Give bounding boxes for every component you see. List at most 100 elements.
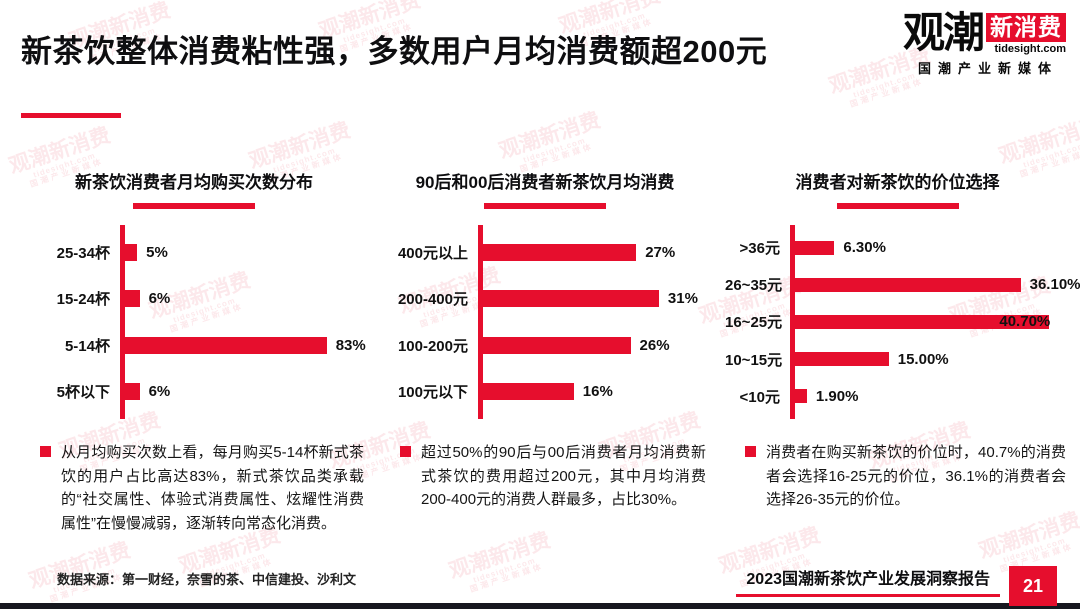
category-label: 400元以上 bbox=[397, 244, 468, 262]
bar-track: 6.30% bbox=[795, 239, 1070, 256]
bar-row: 400元以上 27% bbox=[380, 242, 710, 263]
bar-row: 26~35元 36.10% bbox=[725, 274, 1080, 295]
bar bbox=[795, 277, 1021, 292]
category-label: 5杯以下 bbox=[56, 384, 110, 402]
value-label: 16% bbox=[582, 383, 613, 401]
logo-right-block: 新消费 tidesight.com bbox=[986, 13, 1066, 55]
category-label: 16~25元 bbox=[725, 314, 783, 332]
value-label: 6.30% bbox=[843, 239, 886, 257]
title-accent-bar bbox=[21, 113, 121, 118]
chart-title-underline bbox=[484, 203, 606, 209]
note-bullet-icon bbox=[400, 446, 411, 457]
category-label: 5-14杯 bbox=[64, 337, 110, 355]
bar bbox=[483, 383, 574, 401]
chart-title: 新茶饮消费者月均购买次数分布 bbox=[75, 173, 313, 192]
chart-section-monthly-spend: 90后和00后消费者新茶饮月均消费 400元以上 27% 200-400元 31% 10… bbox=[380, 168, 710, 512]
value-label: 26% bbox=[639, 336, 670, 354]
data-source: 数据来源：第一财经，奈雪的茶、中信建投、沙利文 bbox=[57, 572, 357, 587]
value-label: 27% bbox=[645, 243, 676, 261]
chart-title-underline bbox=[133, 203, 255, 209]
charts-row: 新茶饮消费者月均购买次数分布 25-34杯 5% 15-24杯 6% 5-14杯 83% 5… bbox=[20, 168, 1080, 536]
value-label: 31% bbox=[667, 290, 698, 308]
bar-track: 31% bbox=[483, 290, 710, 308]
value-label: 1.90% bbox=[815, 387, 859, 405]
y-axis bbox=[120, 225, 125, 419]
note-bullet-icon bbox=[745, 446, 756, 457]
note-text: 消费者在购买新茶饮的价位时，40.7%的消费者会选择16-25元的价位，36.1… bbox=[766, 444, 1066, 509]
category-label: 200-400元 bbox=[397, 291, 468, 309]
bar-track: 83% bbox=[125, 336, 368, 354]
bar-row: 200-400元 31% bbox=[380, 288, 710, 309]
bar-row: 15-24杯 6% bbox=[20, 288, 368, 309]
bar-row: 25-34杯 5% bbox=[20, 242, 368, 263]
category-label: 15-24杯 bbox=[56, 291, 110, 309]
category-label: 10~15元 bbox=[725, 351, 783, 369]
category-label: 100元以下 bbox=[397, 384, 468, 402]
bar bbox=[795, 389, 807, 404]
bar-track: 6% bbox=[125, 383, 368, 401]
note-text: 从月均购买次数上看，每月购买5-14杯新式茶饮的用户占比高达83%，新式茶饮品类… bbox=[61, 444, 364, 533]
bar-track: 1.90% bbox=[795, 388, 1070, 405]
bar-track: 6% bbox=[125, 290, 368, 308]
category-label: 25-34杯 bbox=[56, 244, 110, 262]
bar-chart: 400元以上 27% 200-400元 31% 100-200元 26% 100元以下 16% bbox=[380, 225, 710, 419]
category-label: 26~35元 bbox=[725, 277, 783, 295]
bar-row: >36元 6.30% bbox=[725, 237, 1070, 258]
note: 消费者在购买新茶饮的价位时，40.7%的消费者会选择16-25元的价位，36.1… bbox=[725, 441, 1070, 512]
bar-track: 40.70% bbox=[795, 313, 1070, 330]
y-axis bbox=[478, 225, 483, 419]
bar-row: <10元 1.90% bbox=[725, 386, 1070, 407]
bar bbox=[483, 290, 659, 308]
bar bbox=[795, 240, 835, 255]
page-number-badge: 21 bbox=[1009, 566, 1057, 606]
chart-section-purchase-frequency: 新茶饮消费者月均购买次数分布 25-34杯 5% 15-24杯 6% 5-14杯 83% 5… bbox=[20, 168, 368, 536]
bar-track: 36.10% bbox=[795, 276, 1080, 293]
bar-track: 5% bbox=[125, 243, 368, 261]
logo-text-xinxiaofei: 新消费 bbox=[986, 13, 1066, 43]
bar-row: 5杯以下 6% bbox=[20, 381, 368, 402]
logo-text-guanchao: 观潮 bbox=[902, 9, 985, 56]
value-label: 83% bbox=[335, 336, 366, 354]
page-title: 新茶饮整体消费粘性强，多数用户月均消费额超200元 bbox=[21, 34, 768, 69]
bar bbox=[125, 290, 140, 308]
logo-domain: tidesight.com bbox=[994, 43, 1066, 56]
value-label: 6% bbox=[148, 383, 171, 401]
bar-track: 15.00% bbox=[795, 351, 1070, 368]
chart-section-price-preference: 消费者对新茶饮的价位选择 >36元 6.30% 26~35元 36.10% 16~25元… bbox=[725, 168, 1080, 512]
report-title: 2023国潮新茶饮产业发展洞察报告 bbox=[746, 571, 990, 588]
brand-logo: 观潮 新消费 tidesight.com 国潮产业新媒体 bbox=[902, 9, 1066, 77]
bar-row: 10~15元 15.00% bbox=[725, 349, 1070, 370]
chart-title-underline bbox=[836, 203, 959, 209]
chart-title: 消费者对新茶饮的价位选择 bbox=[795, 173, 1000, 192]
note: 超过50%的90后与00后消费者月均消费新式茶饮的费用超过200元，其中月均消费… bbox=[380, 441, 710, 512]
y-axis bbox=[790, 225, 795, 419]
bar bbox=[483, 336, 631, 354]
bar bbox=[125, 383, 140, 401]
bottom-border bbox=[0, 603, 1080, 609]
bar bbox=[795, 352, 889, 367]
category-label: <10元 bbox=[739, 388, 780, 406]
bar bbox=[125, 243, 138, 261]
note: 从月均购买次数上看，每月购买5-14杯新式茶饮的用户占比高达83%，新式茶饮品类… bbox=[20, 441, 368, 536]
bar-chart: 25-34杯 5% 15-24杯 6% 5-14杯 83% 5杯以下 6% bbox=[20, 225, 368, 419]
bar-row: 100元以下 16% bbox=[380, 381, 710, 402]
bar-track: 26% bbox=[483, 336, 710, 354]
category-label: 100-200元 bbox=[397, 337, 468, 355]
bar-row: 16~25元 40.70% bbox=[725, 311, 1070, 332]
value-label: 15.00% bbox=[897, 350, 949, 368]
value-label: 5% bbox=[146, 243, 168, 261]
brand-logo-top: 观潮 新消费 tidesight.com bbox=[902, 9, 1066, 56]
report-title-wrap: 2023国潮新茶饮产业发展洞察报告 bbox=[736, 565, 1000, 597]
category-label: >36元 bbox=[739, 240, 780, 258]
value-label: 36.10% bbox=[1029, 276, 1080, 294]
bar bbox=[125, 336, 327, 354]
bar-chart: >36元 6.30% 26~35元 36.10% 16~25元 40.70% 10~15元 1… bbox=[725, 225, 1080, 419]
logo-tagline: 国潮产业新媒体 bbox=[917, 61, 1058, 77]
chart-title: 90后和00后消费者新茶饮月均消费 bbox=[415, 173, 675, 192]
value-label: 40.70% bbox=[999, 313, 1051, 331]
bar-row: 100-200元 26% bbox=[380, 335, 710, 356]
bar-track: 27% bbox=[483, 243, 710, 261]
note-bullet-icon bbox=[40, 446, 51, 457]
